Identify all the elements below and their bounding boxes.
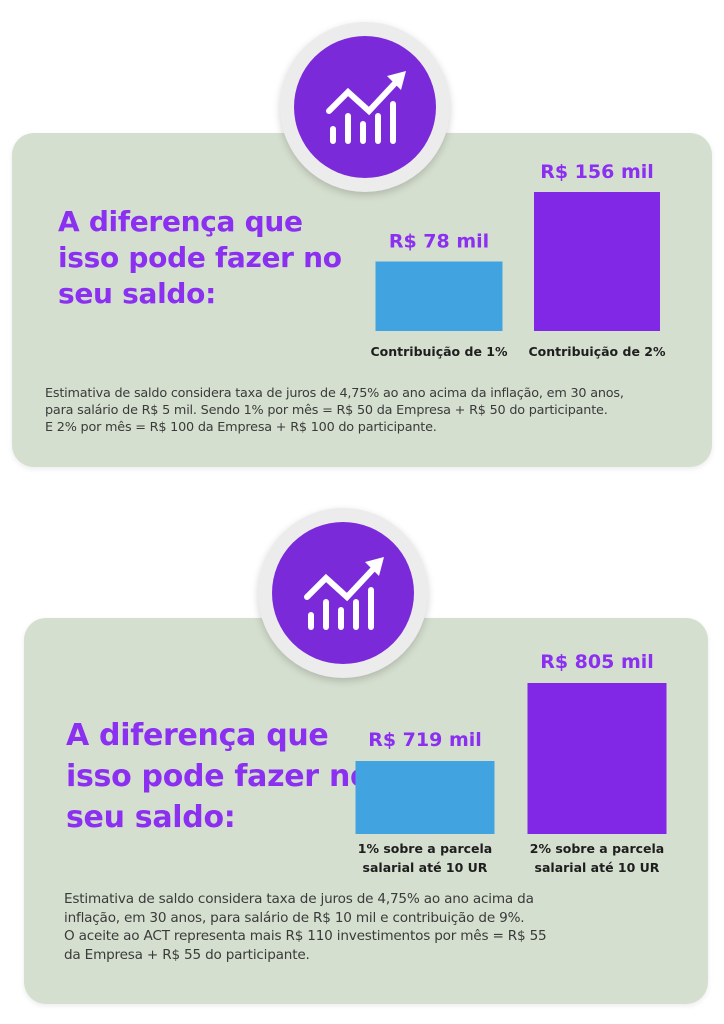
panel-2-headline-line-2: isso pode fazer no [66,759,371,794]
panel-1-footnote-line-2: para salário de R$ 5 mil. Sendo 1% por m… [45,403,608,418]
panel-1-headline-line-1: A diferença que [58,205,303,238]
panel-1-footnote-line-3: E 2% por mês = R$ 100 da Empresa + R$ 10… [45,420,437,435]
panel-2-footnote-line-4: da Empresa + R$ 55 do participante. [64,946,310,963]
growth-chart-icon [304,557,384,630]
panel-2-bar-1-value-label: R$ 719 mil [368,729,482,751]
panel-1-headline-line-2: isso pode fazer no [58,241,342,274]
panel-1-footnote-line-1: Estimativa de saldo considera taxa de ju… [45,386,624,401]
panel-1-bar-1 [375,261,503,331]
panel-1-bar-2-category-label: Contribuição de 2% [529,344,666,359]
panel-2-headline: A diferença que isso pode fazer no seu s… [66,715,371,838]
panel-1-bar-1-value-label: R$ 78 mil [389,231,489,253]
panel-2-bar-1 [355,761,495,834]
panel-1-headline: A diferença que isso pode fazer no seu s… [58,204,342,312]
panel-2-headline-line-1: A diferença que [66,718,329,753]
panel-2-footnote: Estimativa de saldo considera taxa de ju… [64,890,547,964]
panel-2-bar-2-category-label: salarial até 10 UR [535,860,660,875]
panel-2-bar-2-value-label: R$ 805 mil [540,651,654,673]
panel-2-footnote-line-3: O aceite ao ACT representa mais R$ 110 i… [64,928,547,944]
panel-2-headline-line-3: seu saldo: [66,800,236,835]
panel-1-footnote: Estimativa de saldo considera taxa de ju… [45,385,624,436]
panel-1-bar-1-category-label: Contribuição de 1% [371,344,508,359]
panel-2-bar-1-category-label: salarial até 10 UR [363,860,488,875]
panel-2-badge [272,522,414,664]
panel-2-bar-2 [527,683,667,834]
growth-chart-icon [326,71,406,144]
panel-2-bar-1-category-label: 1% sobre a parcela [358,841,493,856]
panel-1-bar-2 [534,192,660,331]
panel-1-badge [294,36,436,178]
panel-2-footnote-line-1: Estimativa de saldo considera taxa de ju… [64,891,534,907]
panel-1-headline-line-3: seu saldo: [58,277,216,310]
panel-2-bar-2-category-label: 2% sobre a parcela [530,841,665,856]
panel-1-bar-2-value-label: R$ 156 mil [540,161,654,183]
panel-2-footnote-line-2: inflação, em 30 anos, para salário de R$… [64,909,525,926]
